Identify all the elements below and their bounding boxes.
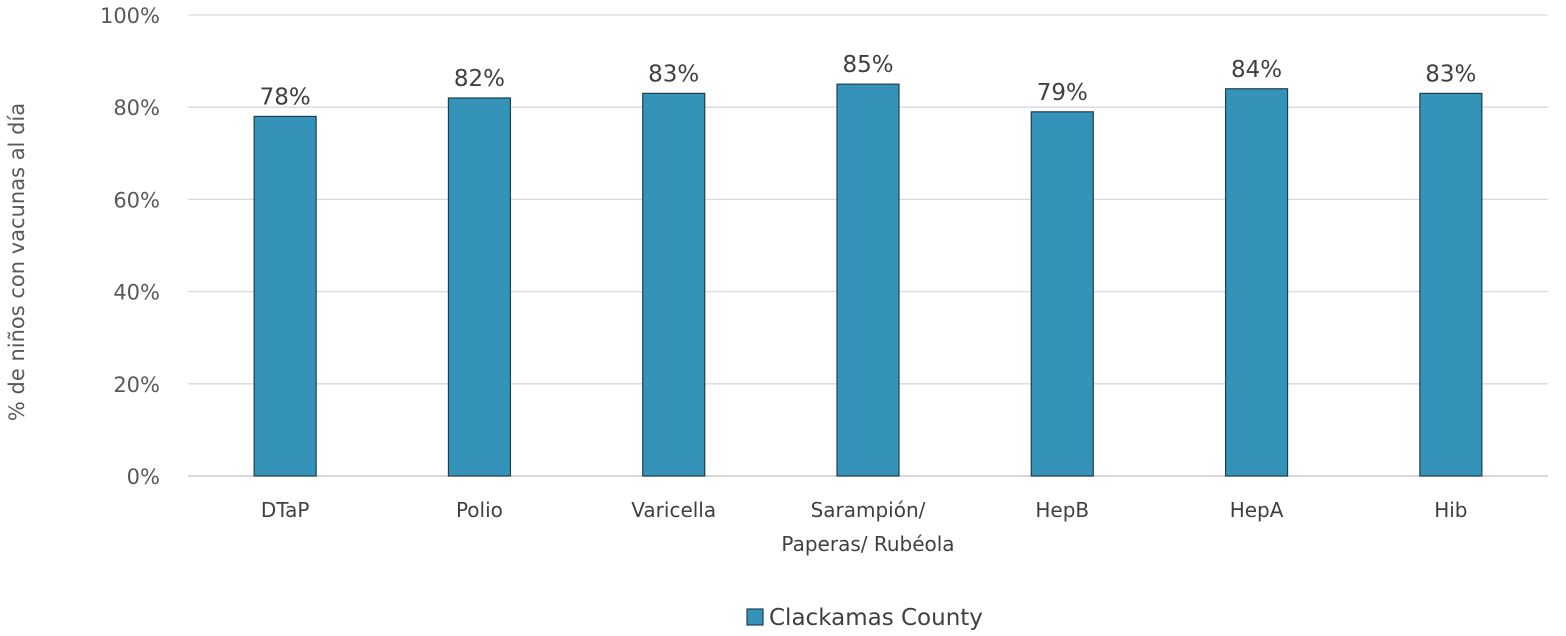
category-label: DTaP <box>261 498 310 522</box>
y-tick-label: 40% <box>113 281 160 305</box>
category-label: Hib <box>1434 498 1467 522</box>
y-tick-label: 0% <box>127 465 160 489</box>
category-label: HepB <box>1035 498 1089 522</box>
data-label: 84% <box>1231 57 1282 83</box>
data-label: 79% <box>1037 80 1088 106</box>
bar <box>1419 92 1483 477</box>
bar <box>836 83 900 477</box>
y-tick-label: 20% <box>113 373 160 397</box>
bar <box>253 115 317 477</box>
bar <box>1224 88 1289 477</box>
category-label: Varicella <box>631 498 716 522</box>
x-axis-category-labels: DTaP Polio Varicella Sarampión/Paperas/ Rub… <box>261 498 1468 556</box>
bar <box>1030 111 1094 477</box>
category-label: Sarampión/ <box>811 498 926 522</box>
data-label: 78% <box>260 84 311 110</box>
y-axis-tick-labels: 0% 20% 40% 60% 80% 100% <box>100 4 160 489</box>
y-axis-title: % de niños con vacunas al día <box>5 103 29 421</box>
bars <box>253 83 1483 477</box>
data-label: 83% <box>1425 61 1476 87</box>
category-label: Polio <box>456 498 503 522</box>
category-label: HepA <box>1230 498 1284 522</box>
bar <box>642 92 706 477</box>
data-label: 85% <box>842 52 893 78</box>
legend-label: Clackamas County <box>769 605 983 631</box>
data-label: 82% <box>454 66 505 92</box>
data-label: 83% <box>648 61 699 87</box>
y-tick-label: 100% <box>100 4 160 28</box>
data-labels: 78% 82% 83% 85% 79% 84% 83% <box>260 52 1477 110</box>
bar <box>447 97 512 477</box>
legend: Clackamas County <box>746 605 983 631</box>
y-tick-label: 80% <box>113 96 160 120</box>
legend-swatch <box>746 608 764 626</box>
y-tick-label: 60% <box>113 188 160 212</box>
category-label: Paperas/ Rubéola <box>781 532 954 556</box>
